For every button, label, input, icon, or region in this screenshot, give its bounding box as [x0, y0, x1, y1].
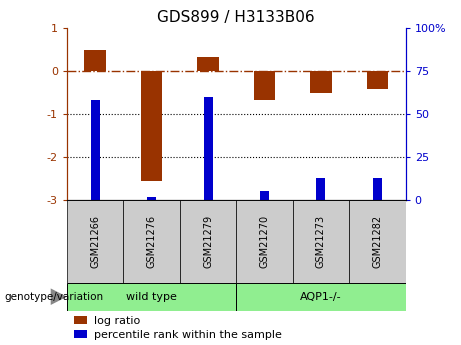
Bar	[84, 50, 106, 71]
Bar	[74, 316, 87, 324]
Bar	[254, 71, 275, 100]
Bar	[147, 197, 156, 200]
Bar	[260, 191, 269, 200]
Text: wild type: wild type	[126, 292, 177, 302]
Bar	[67, 200, 123, 283]
Bar	[236, 200, 293, 283]
Bar	[141, 71, 162, 181]
Text: GSM21273: GSM21273	[316, 215, 326, 268]
Bar	[203, 97, 213, 200]
Bar	[67, 283, 236, 310]
Bar	[349, 200, 406, 283]
Bar	[366, 71, 388, 89]
Text: GSM21266: GSM21266	[90, 215, 100, 268]
Text: GSM21282: GSM21282	[372, 215, 383, 268]
Bar	[310, 71, 332, 93]
Bar	[123, 200, 180, 283]
Bar	[197, 57, 219, 71]
Bar	[236, 283, 406, 310]
Bar	[316, 178, 325, 200]
Text: genotype/variation: genotype/variation	[5, 292, 104, 302]
Bar	[90, 100, 100, 200]
Bar	[293, 200, 349, 283]
Text: GSM21270: GSM21270	[260, 215, 270, 268]
Text: percentile rank within the sample: percentile rank within the sample	[94, 331, 282, 340]
Polygon shape	[51, 288, 67, 305]
Text: GSM21276: GSM21276	[147, 215, 157, 268]
Title: GDS899 / H3133B06: GDS899 / H3133B06	[158, 10, 315, 25]
Text: AQP1-/-: AQP1-/-	[300, 292, 342, 302]
Bar	[373, 178, 382, 200]
Text: log ratio: log ratio	[94, 316, 140, 326]
Text: GSM21279: GSM21279	[203, 215, 213, 268]
Bar	[180, 200, 236, 283]
Bar	[74, 330, 87, 338]
